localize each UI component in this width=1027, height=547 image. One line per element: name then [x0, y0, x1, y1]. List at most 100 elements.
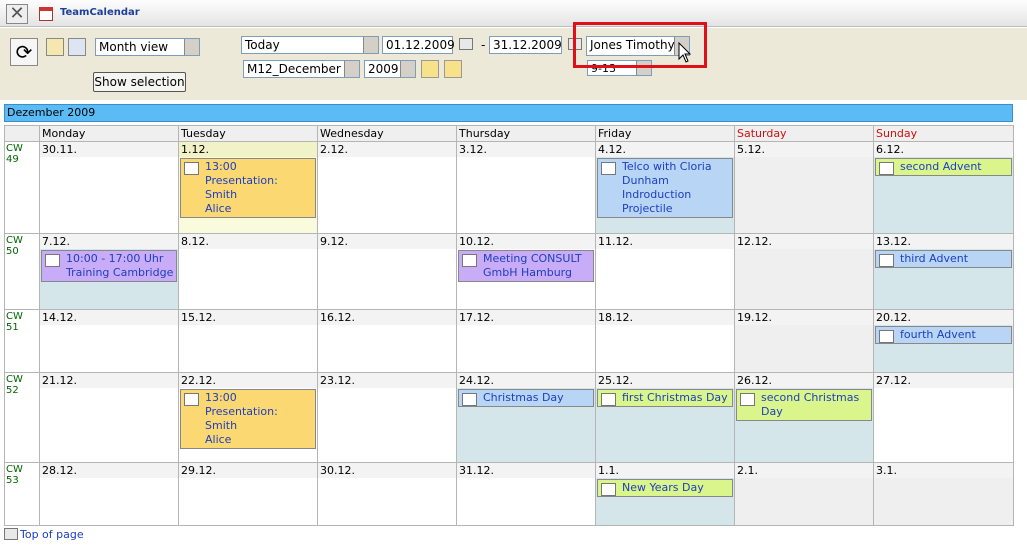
weekday-header: Sunday [874, 126, 1014, 142]
event-text: Meeting CONSULT [483, 252, 582, 265]
date-from[interactable]: 01.12.2009 [382, 36, 455, 54]
day-cell: 20.12. fourth Advent [874, 310, 1014, 373]
top-of-page-link[interactable]: Top of page [20, 528, 84, 541]
event[interactable]: Telco with Cloria Dunham Indroduction Proj… [597, 158, 733, 218]
event-text: Dunham Indroduction [622, 174, 692, 201]
day-cell: 7.12. 10:00 - 17:00 Uhr Training Cambridge [40, 234, 179, 310]
event[interactable]: Meeting CONSULT GmbH Hamburg [458, 250, 594, 282]
day-date: 30.11. [40, 142, 178, 157]
show-selection-button[interactable]: Show selection [93, 72, 186, 92]
day-cell: 30.11. [40, 142, 179, 234]
day-date: 10.12. [457, 234, 595, 249]
event[interactable]: Christmas Day [458, 389, 594, 407]
day-date: 11.12. [596, 234, 734, 249]
week-label: CW 50 [5, 234, 40, 310]
event[interactable]: 13:00 Presentation: Smith Alice [180, 158, 316, 218]
event-text: fourth Advent [900, 328, 976, 341]
day-cell: 6.12. second Advent [874, 142, 1014, 234]
event-icon [601, 483, 616, 496]
person-select[interactable]: Jones Timothy [586, 36, 690, 56]
event-text: Day [761, 405, 783, 418]
view-select[interactable]: Month view [95, 38, 200, 56]
day-date: 12.12. [735, 234, 873, 249]
event-text: Alice [205, 202, 232, 215]
event-text: New Years Day [622, 481, 704, 494]
next-button[interactable] [444, 60, 462, 78]
event[interactable]: New Years Day [597, 479, 733, 497]
weekday-header: Thursday [457, 126, 596, 142]
day-cell: 1.1. New Years Day [596, 463, 735, 526]
day-date: 13.12. [874, 234, 1013, 249]
day-cell: 3.1. [874, 463, 1014, 526]
refresh-button[interactable]: ⟳ [10, 38, 38, 66]
event-icon [740, 393, 755, 406]
day-date: 28.12. [40, 463, 178, 478]
weekday-header: Saturday [735, 126, 874, 142]
event-text: 13:00 [205, 160, 237, 173]
week-label: CW 53 [5, 463, 40, 526]
print-button[interactable] [46, 38, 64, 56]
day-date: 26.12. [735, 373, 873, 388]
day-date: 7.12. [40, 234, 178, 249]
day-cell: 29.12. [179, 463, 318, 526]
event-icon [601, 393, 616, 406]
day-date: 31.12. [457, 463, 595, 478]
event-text: first Christmas Day [622, 391, 728, 404]
day-cell: 23.12. [318, 373, 457, 463]
day-cell: 3.12. [457, 142, 596, 234]
range-select[interactable]: Today [241, 36, 379, 54]
month-select[interactable]: M12_December [243, 60, 360, 78]
event-text: 10:00 - 17:00 Uhr [66, 252, 164, 265]
day-date: 2.1. [735, 463, 873, 478]
highlight-box [573, 22, 707, 68]
event[interactable]: third Advent [875, 250, 1012, 268]
event-icon [879, 254, 894, 267]
event[interactable]: second Advent [875, 158, 1012, 176]
day-cell: 19.12. [735, 310, 874, 373]
event[interactable]: second Christmas Day [736, 389, 872, 421]
day-cell: 1.12. 13:00 Presentation: Smith Alice [179, 142, 318, 234]
day-cell: 27.12. [874, 373, 1014, 463]
event[interactable]: 13:00 Presentation: Smith Alice [180, 389, 316, 449]
day-cell: 26.12. second Christmas Day [735, 373, 874, 463]
event-text: Alice [205, 433, 232, 446]
year-select[interactable]: 2009 [364, 60, 416, 78]
event-text: second Christmas [761, 391, 860, 404]
app-icon [39, 7, 53, 21]
day-cell: 17.12. [457, 310, 596, 373]
day-cell: 30.12. [318, 463, 457, 526]
day-date: 16.12. [318, 310, 456, 325]
week-label: CW 51 [5, 310, 40, 373]
event-text: Presentation: Smith [205, 405, 278, 432]
week-label: CW 49 [5, 142, 40, 234]
close-button[interactable]: ✕ [6, 4, 28, 24]
weekday-header: Monday [40, 126, 179, 142]
day-cell: 2.1. [735, 463, 874, 526]
day-date: 14.12. [40, 310, 178, 325]
day-date: 2.12. [318, 142, 456, 157]
day-date: 30.12. [318, 463, 456, 478]
prev-button[interactable] [421, 60, 439, 78]
export-button[interactable] [68, 38, 86, 56]
day-date: 5.12. [735, 142, 873, 157]
event[interactable]: first Christmas Day [597, 389, 733, 407]
day-date: 18.12. [596, 310, 734, 325]
day-cell: 15.12. [179, 310, 318, 373]
weekday-header: Tuesday [179, 126, 318, 142]
day-date: 22.12. [179, 373, 317, 388]
event[interactable]: fourth Advent [875, 326, 1012, 344]
date-from-picker[interactable] [459, 38, 473, 50]
event[interactable]: 10:00 - 17:00 Uhr Training Cambridge [41, 250, 177, 282]
day-cell: 16.12. [318, 310, 457, 373]
date-to[interactable]: 31.12.2009 [489, 36, 562, 54]
day-date: 8.12. [179, 234, 317, 249]
weekday-header: Friday [596, 126, 735, 142]
day-date: 4.12. [596, 142, 734, 157]
day-date: 15.12. [179, 310, 317, 325]
day-cell: 28.12. [40, 463, 179, 526]
event-text: Training Cambridge [66, 266, 174, 279]
day-date: 21.12. [40, 373, 178, 388]
day-date: 9.12. [318, 234, 456, 249]
day-date: 29.12. [179, 463, 317, 478]
day-cell: 11.12. [596, 234, 735, 310]
